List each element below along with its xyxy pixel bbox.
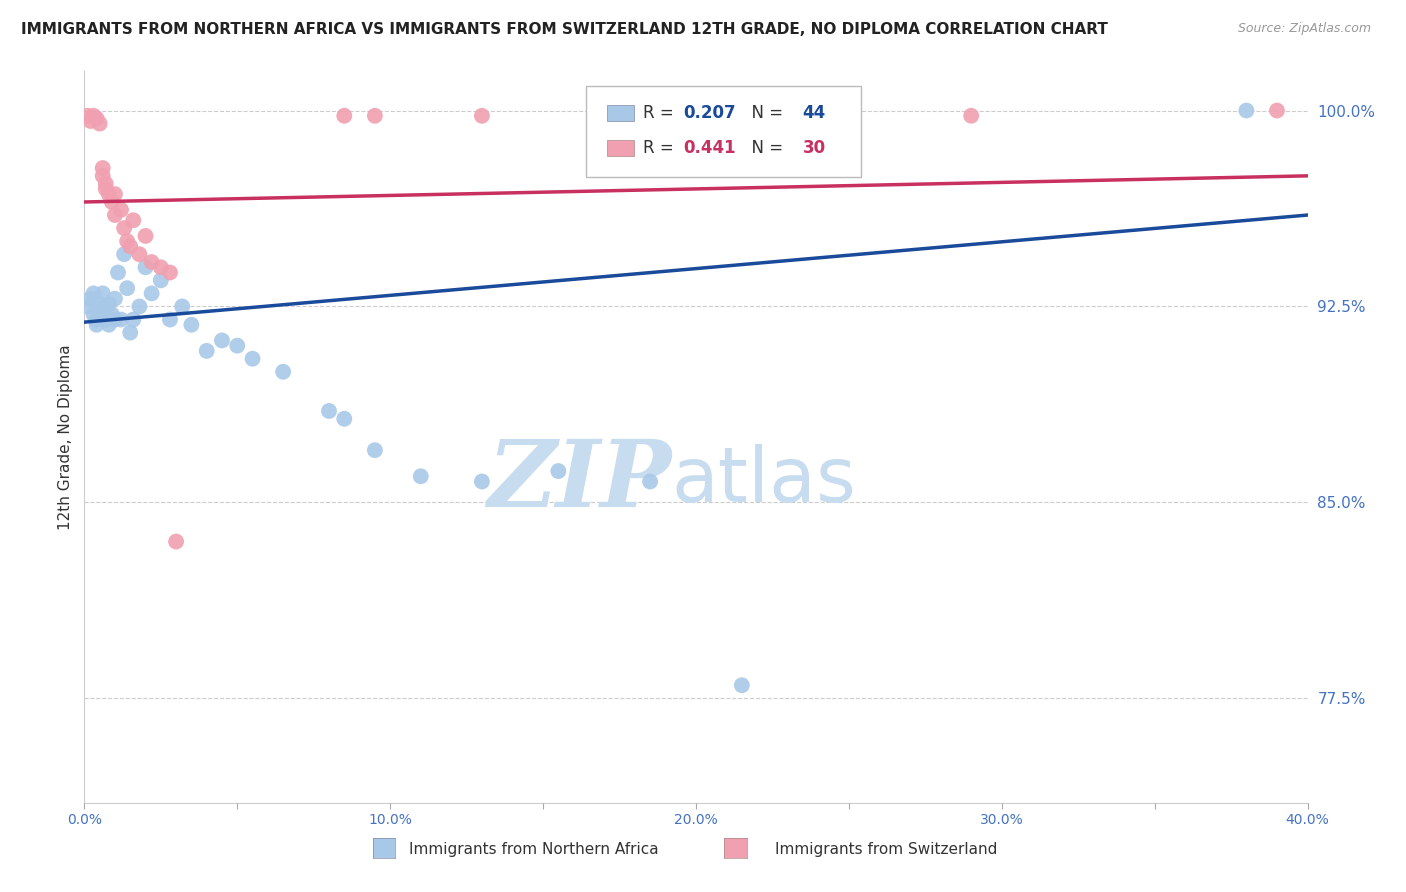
Point [149,273,172,287]
Point [364,109,387,123]
Text: Immigrants from Switzerland: Immigrants from Switzerland [775,842,997,856]
Point [271,365,294,379]
Point [180,318,202,332]
Point [141,286,163,301]
Y-axis label: 12th Grade, No Diploma: 12th Grade, No Diploma [58,344,73,530]
Point [104,208,127,222]
Point [89,117,111,131]
Point [960,109,983,123]
Point [638,475,661,489]
Text: R =: R = [644,104,679,122]
Point [83,307,105,321]
Point [104,292,127,306]
FancyBboxPatch shape [586,86,860,178]
Point [83,286,105,301]
Text: atlas: atlas [672,444,856,518]
Point [76,109,98,123]
Text: ZIP: ZIP [488,436,672,526]
Point [333,411,356,425]
Point [547,464,569,478]
Point [104,312,127,326]
Point [97,297,120,311]
Point [242,351,264,366]
Point [195,343,218,358]
Point [97,187,120,202]
Point [101,194,124,209]
Point [149,260,172,275]
Point [120,326,142,340]
Point [141,255,163,269]
Point [83,109,105,123]
Point [94,182,117,196]
FancyBboxPatch shape [606,140,634,156]
Point [115,281,138,295]
Point [318,404,340,418]
Point [86,312,108,326]
Point [86,318,108,332]
Point [107,266,129,280]
Point [94,300,117,314]
Point [471,109,494,123]
Point [165,534,187,549]
Point [122,312,145,326]
Point [333,109,356,123]
Point [94,312,117,326]
Point [112,247,135,261]
Point [685,109,707,123]
Point [731,678,754,692]
Point [104,187,127,202]
Text: 30: 30 [803,139,825,157]
Point [120,239,142,253]
Point [76,300,98,314]
Point [471,475,494,489]
Point [112,221,135,235]
Point [128,247,150,261]
Point [128,300,150,314]
Point [94,177,117,191]
Text: 0.441: 0.441 [683,139,737,157]
Text: IMMIGRANTS FROM NORTHERN AFRICA VS IMMIGRANTS FROM SWITZERLAND 12TH GRADE, NO DI: IMMIGRANTS FROM NORTHERN AFRICA VS IMMIG… [21,22,1108,37]
Text: 0.207: 0.207 [683,104,737,122]
Point [91,161,114,175]
Point [110,312,132,326]
Text: Source: ZipAtlas.com: Source: ZipAtlas.com [1237,22,1371,36]
Point [97,318,120,332]
Point [101,307,124,321]
Point [1236,103,1258,118]
Point [159,312,181,326]
Point [135,260,157,275]
Point [1265,103,1288,118]
Point [86,112,108,126]
Text: Immigrants from Northern Africa: Immigrants from Northern Africa [409,842,659,856]
Text: 44: 44 [803,104,825,122]
Point [172,300,194,314]
Point [226,339,249,353]
Point [91,307,114,321]
Point [110,202,132,217]
Point [159,266,181,280]
Point [135,229,157,244]
Point [79,292,101,306]
Text: R =: R = [644,139,679,157]
FancyBboxPatch shape [606,105,634,121]
Point [79,114,101,128]
Point [409,469,432,483]
Point [122,213,145,227]
Point [364,443,387,458]
Point [91,169,114,183]
Text: N =: N = [741,104,789,122]
Point [89,297,111,311]
Text: N =: N = [741,139,789,157]
Point [89,301,111,317]
Point [91,286,114,301]
Point [115,234,138,248]
Point [211,334,233,348]
